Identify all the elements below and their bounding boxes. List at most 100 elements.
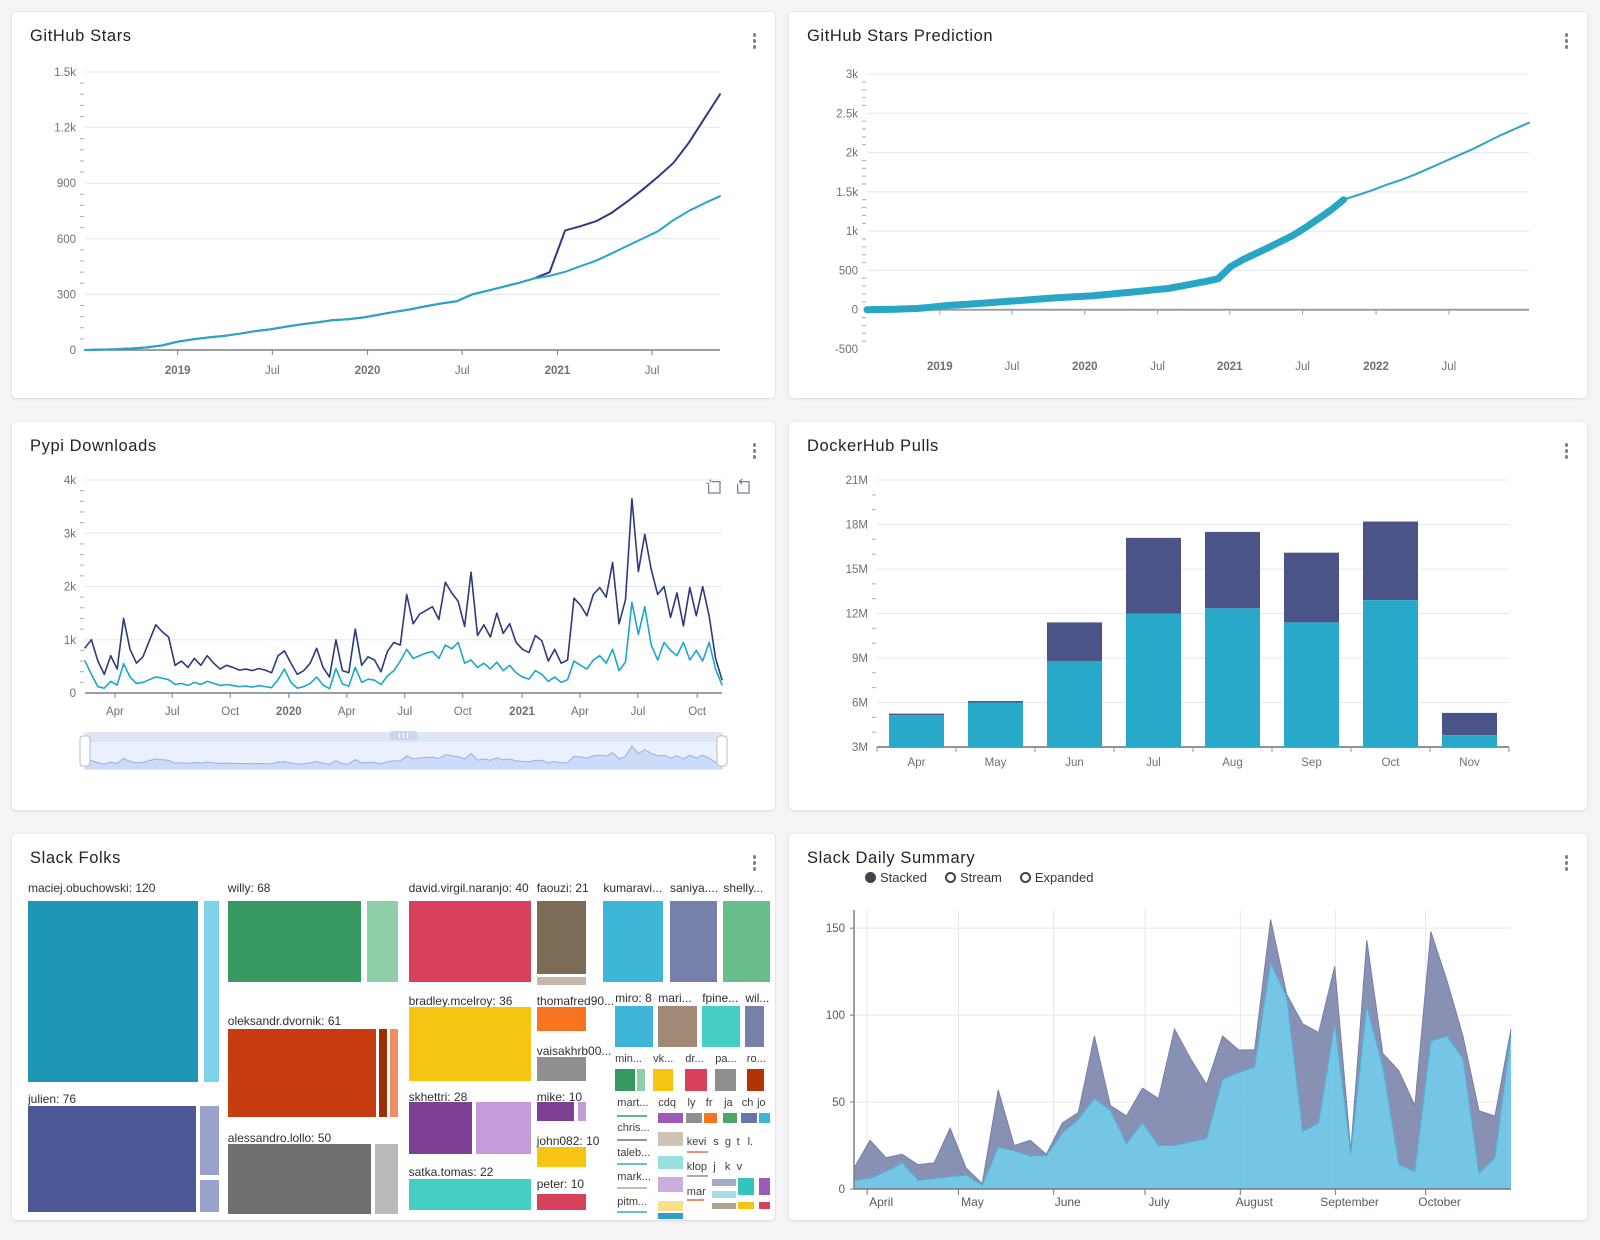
panel-menu-kebab-icon[interactable] — [1559, 850, 1575, 876]
svg-text:0: 0 — [852, 305, 858, 317]
svg-text:Jul: Jul — [631, 706, 646, 718]
treemap-label: l. — [747, 1135, 754, 1148]
treemap-cell[interactable] — [741, 1113, 758, 1124]
treemap-cell[interactable] — [637, 1069, 646, 1092]
treemap-cell[interactable] — [712, 1203, 736, 1209]
treemap-cell[interactable] — [603, 901, 664, 982]
treemap-cell[interactable] — [28, 1106, 196, 1212]
treemap-label: ch — [741, 1097, 754, 1110]
panel-title: Slack Folks — [30, 848, 121, 867]
treemap-label: cdq — [658, 1097, 677, 1110]
treemap-cell[interactable] — [658, 1132, 684, 1146]
svg-text:Jul: Jul — [1295, 361, 1310, 373]
treemap-cell[interactable] — [536, 901, 587, 974]
treemap-label: thomafred90... — [536, 994, 615, 1009]
legend-item-expanded[interactable]: Expanded — [1019, 870, 1093, 885]
svg-text:Apr: Apr — [338, 706, 356, 718]
panel-menu-kebab-icon[interactable] — [747, 28, 763, 54]
treemap-cell[interactable] — [28, 901, 198, 1082]
treemap-label: ro... — [746, 1052, 766, 1065]
panel-menu-kebab-icon[interactable] — [747, 438, 763, 464]
svg-text:Aug: Aug — [1222, 757, 1242, 769]
datazoom-restore-icon[interactable] — [734, 478, 751, 495]
legend-item-stream[interactable]: Stream — [944, 870, 1002, 885]
treemap-label: j — [713, 1160, 716, 1173]
treemap-cell[interactable] — [203, 901, 220, 1082]
treemap-cell[interactable] — [227, 901, 361, 982]
svg-text:600: 600 — [57, 234, 76, 246]
treemap-cell[interactable] — [536, 1147, 587, 1167]
svg-text:0: 0 — [70, 345, 76, 357]
treemap-cell[interactable] — [536, 1102, 574, 1122]
treemap-cell[interactable] — [722, 1113, 737, 1124]
treemap-label: kevi — [686, 1135, 707, 1148]
treemap-cell[interactable] — [408, 1179, 531, 1211]
treemap-cell[interactable] — [476, 1102, 531, 1155]
treemap-cell[interactable] — [379, 1029, 387, 1117]
treemap-cell[interactable] — [712, 1190, 736, 1198]
treemap-cell[interactable] — [685, 1069, 708, 1092]
treemap-cell[interactable] — [375, 1144, 398, 1214]
treemap-cell[interactable] — [746, 1069, 764, 1092]
treemap-cell[interactable] — [653, 1069, 673, 1092]
treemap-cell[interactable] — [715, 1069, 737, 1092]
treemap-cell[interactable] — [745, 1006, 764, 1047]
datazoom-select-icon[interactable] — [705, 478, 722, 495]
treemap-cell[interactable] — [758, 1113, 770, 1124]
legend-item-stacked[interactable]: Stacked — [865, 870, 927, 885]
treemap-cell[interactable] — [408, 901, 531, 982]
panel-menu-kebab-icon[interactable] — [1559, 28, 1575, 54]
treemap-cell[interactable] — [738, 1202, 755, 1209]
treemap-cell[interactable] — [366, 901, 398, 982]
treemap-cell[interactable] — [200, 1106, 219, 1176]
treemap-cell[interactable] — [536, 977, 587, 985]
treemap-cell[interactable] — [658, 1201, 684, 1211]
treemap-cell[interactable] — [738, 1178, 755, 1196]
treemap-cell[interactable] — [615, 1069, 635, 1092]
treemap-cell[interactable] — [408, 1102, 472, 1155]
treemap-cell[interactable] — [658, 1155, 684, 1169]
panel-menu-kebab-icon[interactable] — [1559, 438, 1575, 464]
treemap-cell[interactable] — [577, 1102, 587, 1122]
treemap-label: ja — [724, 1097, 733, 1110]
treemap-cell[interactable] — [658, 1006, 698, 1047]
treemap-cell[interactable] — [536, 1194, 587, 1210]
chart-legend: Stacked Stream Expanded — [865, 870, 1093, 885]
treemap-cell[interactable] — [389, 1029, 398, 1117]
treemap-label: mar — [686, 1185, 706, 1198]
treemap-cell[interactable] — [670, 901, 717, 982]
treemap-cell[interactable] — [658, 1177, 684, 1192]
pypi-downloads-chart[interactable]: 0 1k 2k 3k 4k Apr Jul Oct 2020 Apr Jul Oct 2021 Apr Ju… — [12, 422, 775, 810]
svg-text:2020: 2020 — [276, 706, 302, 718]
treemap-label: peter: 10 — [536, 1177, 585, 1191]
treemap-label: fpine... — [702, 990, 739, 1005]
svg-text:15M: 15M — [846, 564, 868, 576]
svg-text:100: 100 — [826, 1010, 845, 1022]
treemap-cell[interactable] — [615, 1006, 654, 1047]
treemap-cell[interactable] — [227, 1029, 376, 1117]
treemap-cell[interactable] — [758, 1178, 770, 1196]
treemap-cell[interactable] — [702, 1006, 741, 1047]
treemap-cell[interactable] — [686, 1113, 703, 1124]
treemap-cell[interactable] — [408, 1007, 531, 1081]
treemap-cell[interactable] — [200, 1180, 219, 1212]
svg-text:Jul: Jul — [397, 706, 412, 718]
panel-menu-kebab-icon[interactable] — [747, 850, 763, 876]
treemap-cell[interactable] — [658, 1113, 684, 1124]
treemap-cell[interactable] — [536, 1056, 587, 1082]
slack-folks-treemap[interactable]: maciej.obuchowski: 120 julien: 76 willy: 6… — [28, 879, 772, 1219]
treemap-cell[interactable] — [758, 1202, 770, 1209]
treemap-label: k — [724, 1160, 731, 1173]
treemap-label: s — [713, 1135, 719, 1148]
svg-text:0: 0 — [839, 1184, 845, 1196]
svg-text:August: August — [1236, 1195, 1274, 1209]
treemap-cell[interactable] — [703, 1113, 717, 1124]
treemap-cell[interactable] — [723, 901, 771, 982]
svg-text:300: 300 — [57, 289, 76, 301]
treemap-cell[interactable] — [658, 1213, 684, 1219]
svg-text:1.5k: 1.5k — [836, 187, 858, 199]
treemap-cell[interactable] — [536, 1007, 587, 1032]
slack-daily-summary-chart: 0 50 100 150 April May June July August September… — [826, 910, 1512, 1209]
treemap-cell[interactable] — [227, 1144, 372, 1214]
treemap-cell[interactable] — [712, 1179, 736, 1186]
